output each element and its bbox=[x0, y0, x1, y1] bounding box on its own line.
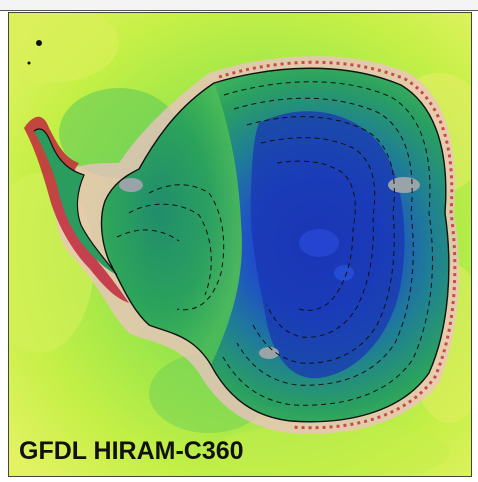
ocean-patch bbox=[9, 13, 119, 83]
ice-high-point bbox=[299, 229, 339, 257]
ice-high-point bbox=[334, 265, 354, 281]
ice-shelf-patch bbox=[259, 347, 279, 359]
contour-line bbox=[128, 203, 212, 296]
contour-line bbox=[276, 160, 356, 311]
west-antarctic-ice bbox=[101, 83, 242, 365]
ocean-patch bbox=[209, 423, 449, 476]
island bbox=[27, 61, 31, 65]
map-panel: GFDL HIRAM-C360 bbox=[8, 12, 472, 477]
ice-shelf-patch bbox=[119, 178, 143, 192]
contour-line bbox=[222, 81, 433, 406]
peninsula-ice bbox=[34, 128, 117, 275]
island bbox=[36, 40, 42, 46]
elevation-contours bbox=[116, 81, 433, 406]
peninsula-coastline bbox=[33, 128, 118, 276]
coastal-gradient bbox=[218, 60, 457, 430]
contour-line bbox=[233, 97, 414, 386]
contour-line bbox=[260, 137, 376, 338]
antarctica-map bbox=[9, 13, 471, 476]
coastline bbox=[100, 67, 450, 423]
contour-line bbox=[246, 116, 395, 364]
model-label: GFDL HIRAM-C360 bbox=[19, 437, 244, 465]
contour-line bbox=[116, 229, 180, 242]
previous-panel-edge bbox=[0, 0, 478, 11]
ice-shelf-patch bbox=[388, 177, 420, 193]
contour-line bbox=[148, 184, 225, 311]
